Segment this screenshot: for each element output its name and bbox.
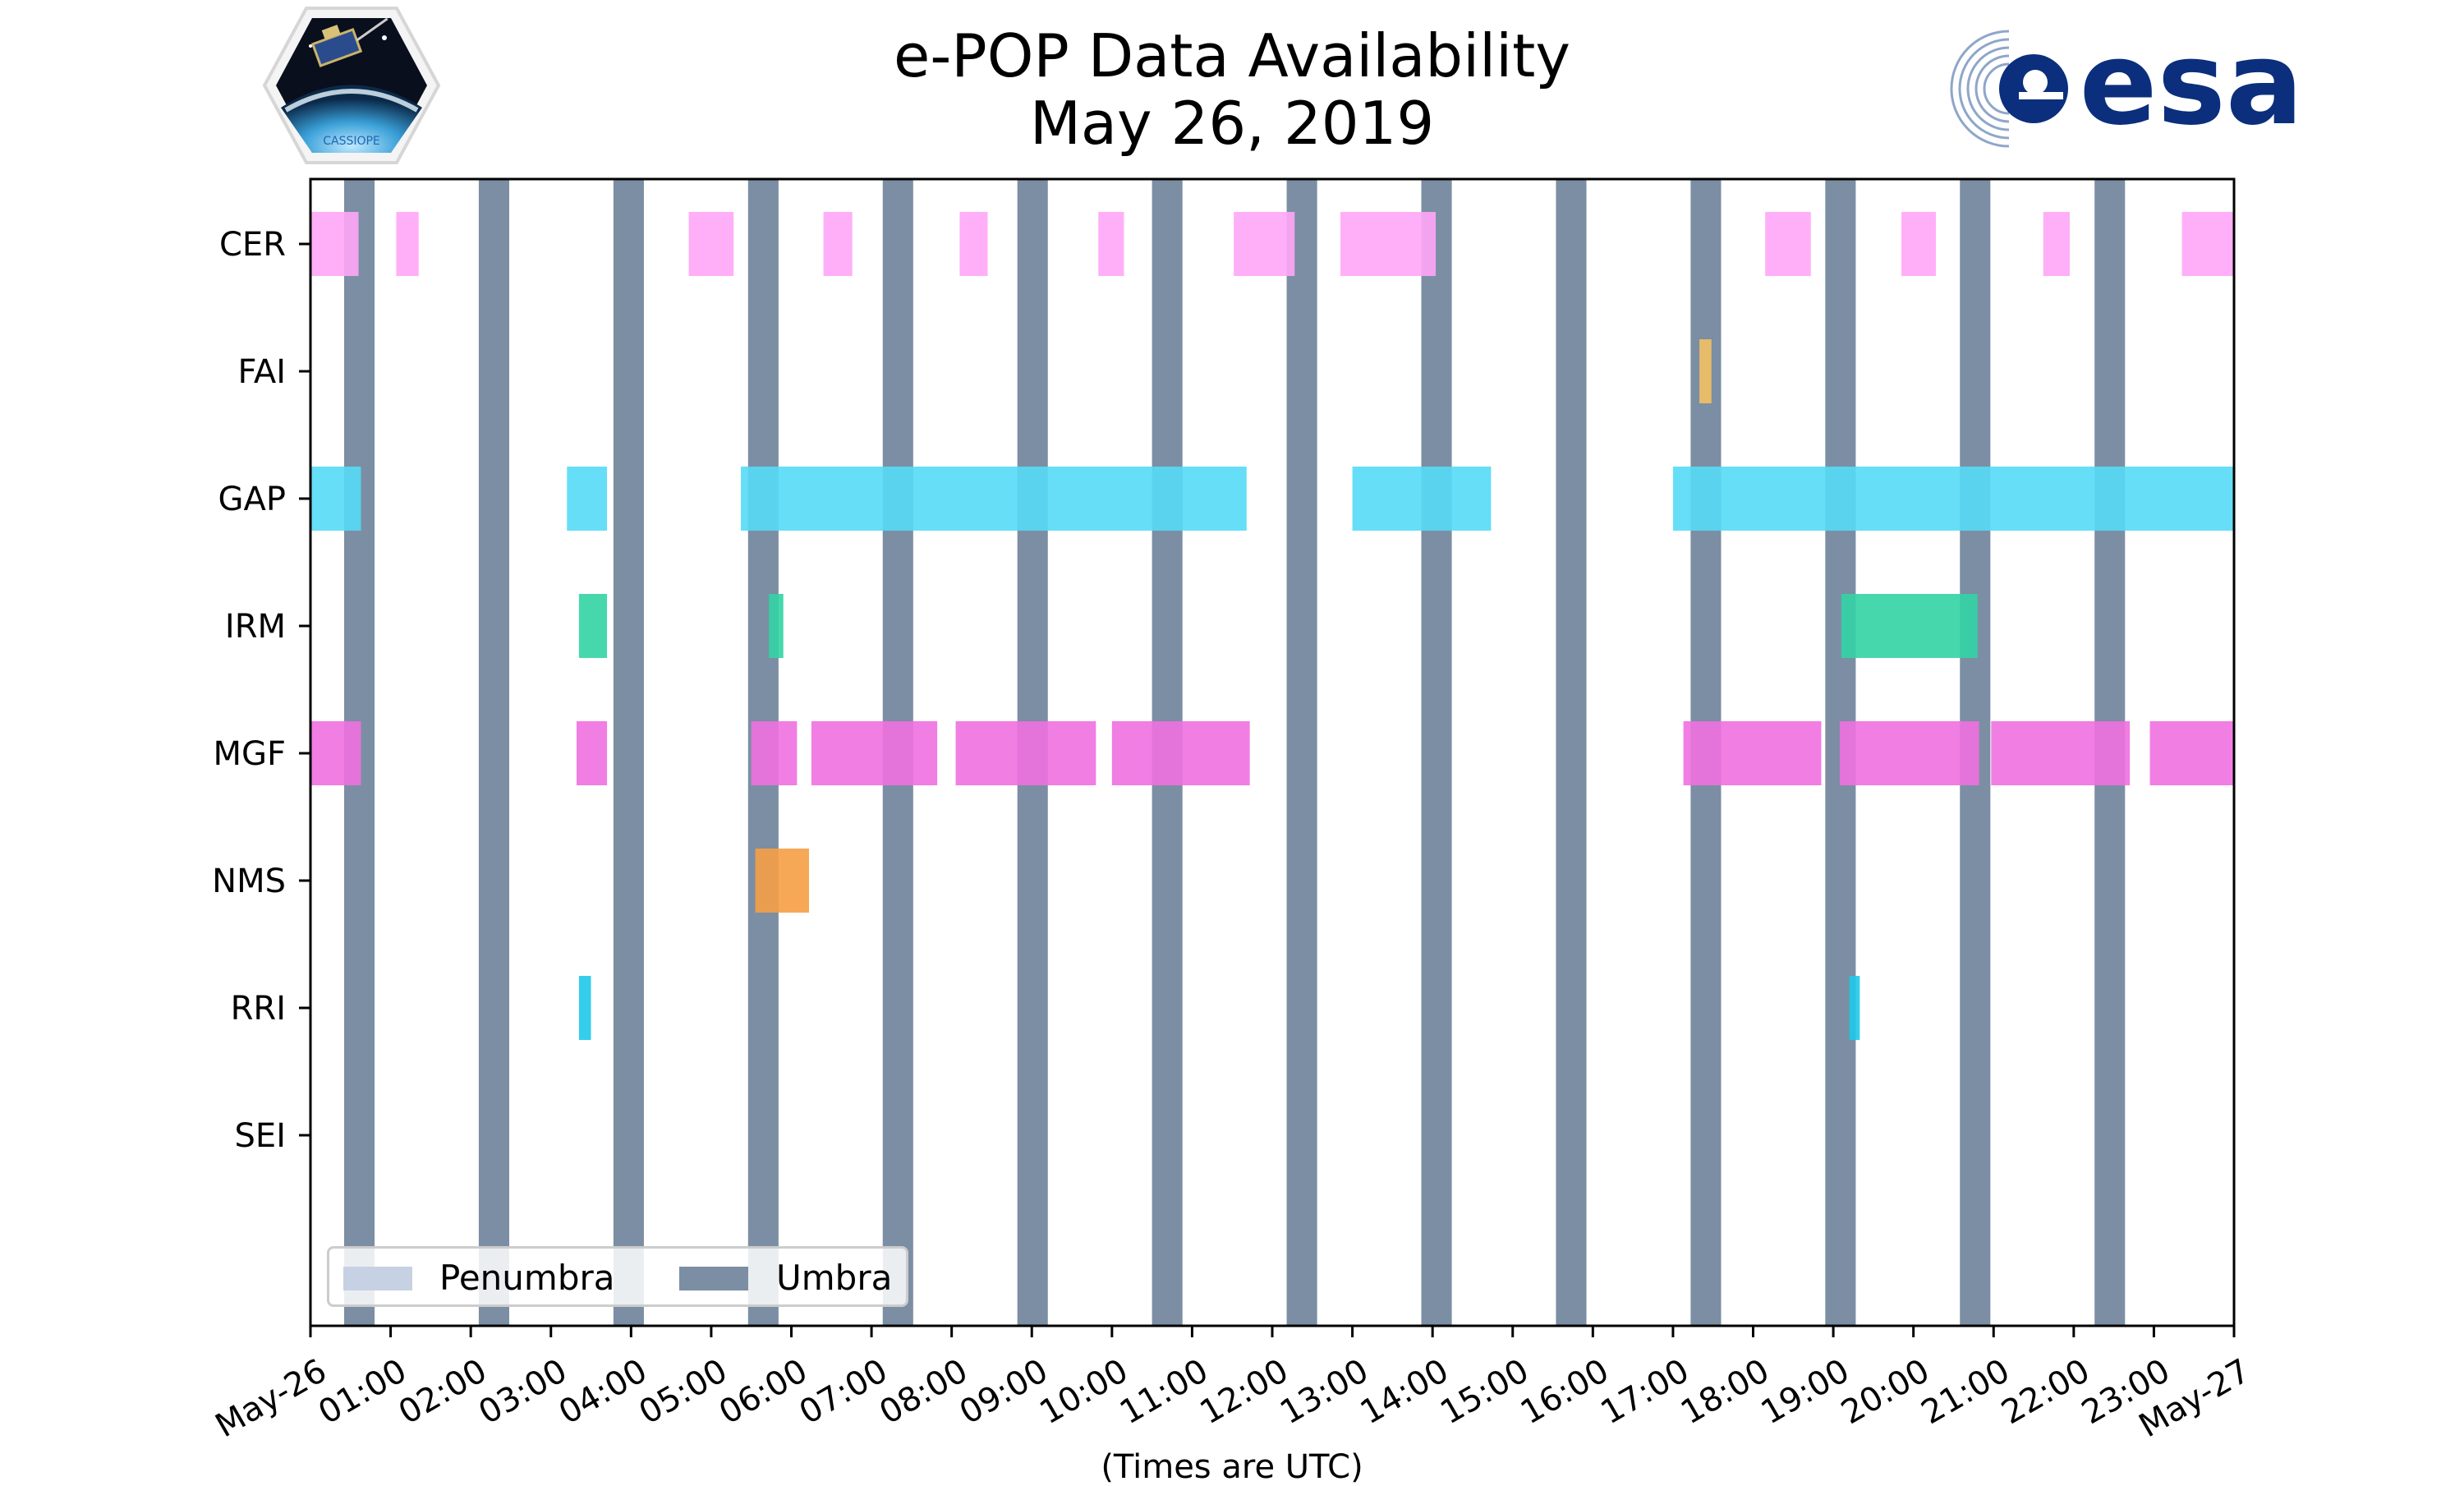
- y-tick-label: IRM: [225, 608, 286, 646]
- bar-mgf: [310, 721, 361, 785]
- bar-mgf: [751, 721, 798, 785]
- x-tick-label: 16:00: [1515, 1352, 1616, 1432]
- x-tick-label: 08:00: [873, 1352, 974, 1432]
- x-tick-label: 05:00: [632, 1352, 733, 1432]
- bar-cer: [1234, 212, 1295, 276]
- bar-irm: [769, 594, 784, 658]
- y-tick-label: SEI: [235, 1117, 286, 1155]
- cassiope-logo-text: CASSIOPE: [323, 135, 380, 148]
- x-tick-label: 03:00: [472, 1352, 573, 1432]
- bar-nms: [755, 849, 809, 913]
- umbra-band: [478, 179, 510, 1326]
- x-axis: May-2601:0002:0003:0004:0005:0006:0007:0…: [209, 1326, 2256, 1445]
- y-tick-label: NMS: [212, 863, 286, 900]
- bar-cer: [396, 212, 419, 276]
- bar-mgf: [2149, 721, 2234, 785]
- bar-cer: [2043, 212, 2070, 276]
- bar-irm: [1841, 594, 1978, 658]
- chart-title-line1: e-POP Data Availability: [894, 21, 1570, 90]
- x-tick-label: 10:00: [1033, 1352, 1134, 1432]
- chart-title-line2: May 26, 2019: [1029, 89, 1435, 158]
- bar-cer: [823, 212, 853, 276]
- x-tick-label: 19:00: [1755, 1352, 1856, 1432]
- umbra-band: [1556, 179, 1587, 1326]
- x-tick-label: 04:00: [553, 1352, 654, 1432]
- x-tick-label: 12:00: [1194, 1352, 1295, 1432]
- y-tick-label: MGF: [213, 735, 286, 773]
- bar-gap: [567, 467, 608, 531]
- esa-logo-text: esa: [2080, 23, 2304, 151]
- bar-gap: [1352, 467, 1492, 531]
- y-tick-label: FAI: [238, 353, 287, 391]
- x-tick-label: 09:00: [954, 1352, 1055, 1432]
- bar-cer: [688, 212, 734, 276]
- y-tick-label: GAP: [218, 481, 286, 518]
- x-tick-label: 11:00: [1114, 1352, 1215, 1432]
- legend-swatch-umbra: [679, 1267, 748, 1290]
- bar-cer: [2181, 212, 2234, 276]
- bar-mgf: [1111, 721, 1250, 785]
- x-tick-label: 15:00: [1434, 1352, 1535, 1432]
- legend-swatch-penumbra: [343, 1267, 412, 1290]
- x-tick-label: 22:00: [1995, 1352, 2096, 1432]
- x-tick-label: 17:00: [1594, 1352, 1695, 1432]
- bar-gap: [741, 467, 1247, 531]
- x-tick-label: 13:00: [1274, 1352, 1375, 1432]
- bar-irm: [578, 594, 608, 658]
- bar-cer: [1765, 212, 1811, 276]
- bar-mgf: [955, 721, 1096, 785]
- legend: Penumbra Umbra: [327, 1246, 908, 1307]
- cassiope-logo: CASSIOPE: [262, 7, 441, 164]
- legend-label-umbra: Umbra: [776, 1258, 893, 1298]
- bar-cer: [310, 212, 359, 276]
- bar-cer: [1901, 212, 1936, 276]
- bar-fai: [1699, 339, 1712, 403]
- bar-cer: [1098, 212, 1124, 276]
- bar-mgf: [576, 721, 608, 785]
- y-tick-label: CER: [219, 226, 286, 264]
- legend-label-penumbra: Penumbra: [439, 1258, 615, 1298]
- bar-gap: [310, 467, 361, 531]
- bar-rri: [1849, 976, 1860, 1040]
- bar-layer: [310, 212, 2234, 1040]
- bar-mgf: [1839, 721, 1979, 785]
- bar-mgf: [811, 721, 938, 785]
- bar-mgf: [1683, 721, 1822, 785]
- x-tick-label: 01:00: [312, 1352, 413, 1432]
- x-tick-label: 18:00: [1675, 1352, 1776, 1432]
- esa-logo: esa: [1950, 23, 2304, 151]
- umbra-band: [1286, 179, 1317, 1326]
- x-tick-label: 21:00: [1915, 1352, 2016, 1432]
- y-axis: CER FAI GAP IRM MGF NMS RRI SEI: [212, 226, 310, 1155]
- bar-cer: [959, 212, 988, 276]
- bar-gap: [1672, 467, 2234, 531]
- x-tick-label: 06:00: [713, 1352, 814, 1432]
- bar-mgf: [1991, 721, 2131, 785]
- bar-rri: [578, 976, 591, 1040]
- x-tick-label: 02:00: [393, 1352, 494, 1432]
- y-tick-label: RRI: [231, 990, 286, 1028]
- x-tick-label: 20:00: [1835, 1352, 1936, 1432]
- x-axis-label: (Times are UTC): [1101, 1448, 1363, 1486]
- x-tick-label: 07:00: [793, 1352, 894, 1432]
- umbra-band: [1421, 179, 1452, 1326]
- bar-cer: [1340, 212, 1437, 276]
- x-tick-label: 14:00: [1354, 1352, 1455, 1432]
- umbra-band: [613, 179, 644, 1326]
